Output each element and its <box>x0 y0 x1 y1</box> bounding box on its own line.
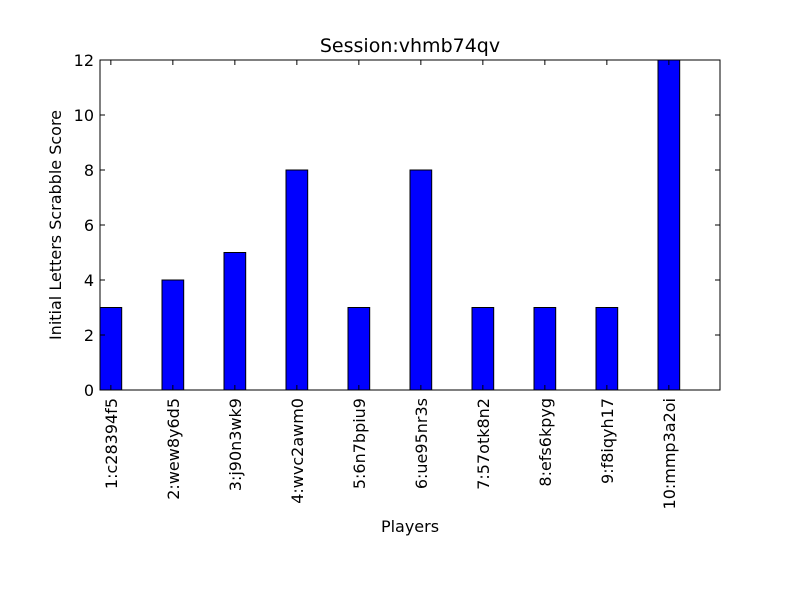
bar-9 <box>595 307 619 391</box>
y-tick-label: 2 <box>84 326 94 345</box>
x-tick-label: 4:wvc2awm0 <box>288 398 307 504</box>
bar-7 <box>471 307 495 391</box>
plot-area-frame <box>99 59 721 391</box>
y-tick-label: 0 <box>84 381 94 400</box>
bar-5 <box>347 307 371 391</box>
bar-2 <box>161 279 185 391</box>
y-axis-label: Initial Letters Scrabble Score <box>46 110 65 340</box>
x-tick-label: 5:6n7bpiu9 <box>350 398 369 489</box>
x-tick-label: 7:57otk8n2 <box>474 398 493 490</box>
bar-3 <box>223 252 247 391</box>
x-tick-label: 10:mmp3a2oi <box>660 398 679 509</box>
y-tick-label: 12 <box>74 51 94 70</box>
y-tick-label: 6 <box>84 216 94 235</box>
y-tick-label: 4 <box>84 271 94 290</box>
x-tick-label: 1:c28394f5 <box>102 398 121 489</box>
bar-10 <box>657 59 681 391</box>
x-tick-label: 9:f8iqyh17 <box>598 398 617 484</box>
bar-8 <box>533 307 557 391</box>
x-tick-label: 8:efs6kpyg <box>536 398 555 487</box>
ticks-layer: 1:c28394f5 2:wew8y6d5 3:j90n3wk9 4:wvc2awm0… <box>74 51 720 509</box>
bars-layer <box>99 59 681 391</box>
x-tick-label: 6:ue95nr3s <box>412 398 431 489</box>
y-tick-label: 8 <box>84 161 94 180</box>
bar-4 <box>285 169 309 391</box>
chart-title: Session:vhmb74qv <box>320 35 500 57</box>
x-tick-label: 2:wew8y6d5 <box>164 398 183 500</box>
x-axis-label: Players <box>381 517 439 536</box>
y-tick-label: 10 <box>74 106 94 125</box>
bar-6 <box>409 169 433 391</box>
x-tick-label: 3:j90n3wk9 <box>226 398 245 491</box>
bar-1 <box>99 307 123 391</box>
